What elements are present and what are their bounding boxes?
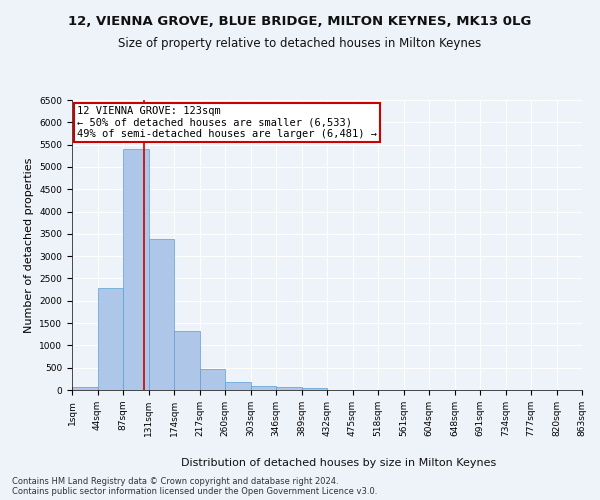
Y-axis label: Number of detached properties: Number of detached properties bbox=[24, 158, 34, 332]
Bar bbox=[149, 239, 174, 390]
Bar bbox=[276, 388, 302, 390]
Bar bbox=[97, 288, 123, 390]
Text: 12, VIENNA GROVE, BLUE BRIDGE, MILTON KEYNES, MK13 0LG: 12, VIENNA GROVE, BLUE BRIDGE, MILTON KE… bbox=[68, 15, 532, 28]
Bar bbox=[72, 387, 97, 390]
Bar bbox=[225, 382, 251, 390]
Text: Contains public sector information licensed under the Open Government Licence v3: Contains public sector information licen… bbox=[12, 487, 377, 496]
Bar bbox=[123, 149, 149, 390]
Bar bbox=[199, 368, 225, 390]
Bar bbox=[174, 331, 199, 390]
Text: Size of property relative to detached houses in Milton Keynes: Size of property relative to detached ho… bbox=[118, 38, 482, 51]
Bar bbox=[302, 388, 327, 390]
Text: Distribution of detached houses by size in Milton Keynes: Distribution of detached houses by size … bbox=[181, 458, 497, 468]
Bar bbox=[251, 386, 276, 390]
Text: Contains HM Land Registry data © Crown copyright and database right 2024.: Contains HM Land Registry data © Crown c… bbox=[12, 477, 338, 486]
Text: 12 VIENNA GROVE: 123sqm
← 50% of detached houses are smaller (6,533)
49% of semi: 12 VIENNA GROVE: 123sqm ← 50% of detache… bbox=[77, 106, 377, 139]
